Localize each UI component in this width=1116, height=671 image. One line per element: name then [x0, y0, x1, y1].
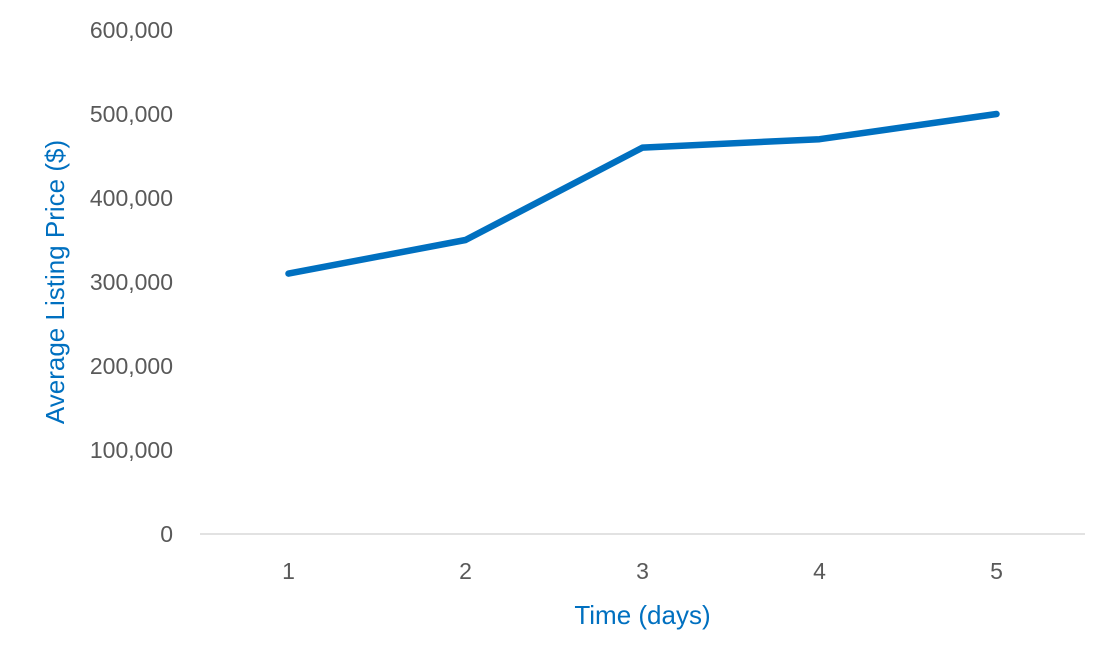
x-tick-label: 1 — [282, 558, 295, 584]
y-tick-label: 200,000 — [90, 353, 173, 379]
y-tick-label: 400,000 — [90, 185, 173, 211]
x-tick-label: 3 — [636, 558, 649, 584]
x-tick-label: 4 — [813, 558, 826, 584]
x-tick-label: 2 — [459, 558, 472, 584]
x-axis-tick-labels: 1 2 3 4 5 — [282, 558, 1003, 584]
x-axis-title: Time (days) — [574, 600, 710, 630]
x-tick-label: 5 — [990, 558, 1003, 584]
y-tick-label: 600,000 — [90, 17, 173, 43]
y-axis-tick-labels: 0 100,000 200,000 300,000 400,000 500,000 600,… — [90, 17, 173, 547]
y-tick-label: 100,000 — [90, 437, 173, 463]
y-tick-label: 500,000 — [90, 101, 173, 127]
y-tick-label: 0 — [160, 521, 173, 547]
series-line — [285, 110, 1000, 277]
y-tick-label: 300,000 — [90, 269, 173, 295]
y-axis-title: Average Listing Price ($) — [40, 140, 70, 424]
